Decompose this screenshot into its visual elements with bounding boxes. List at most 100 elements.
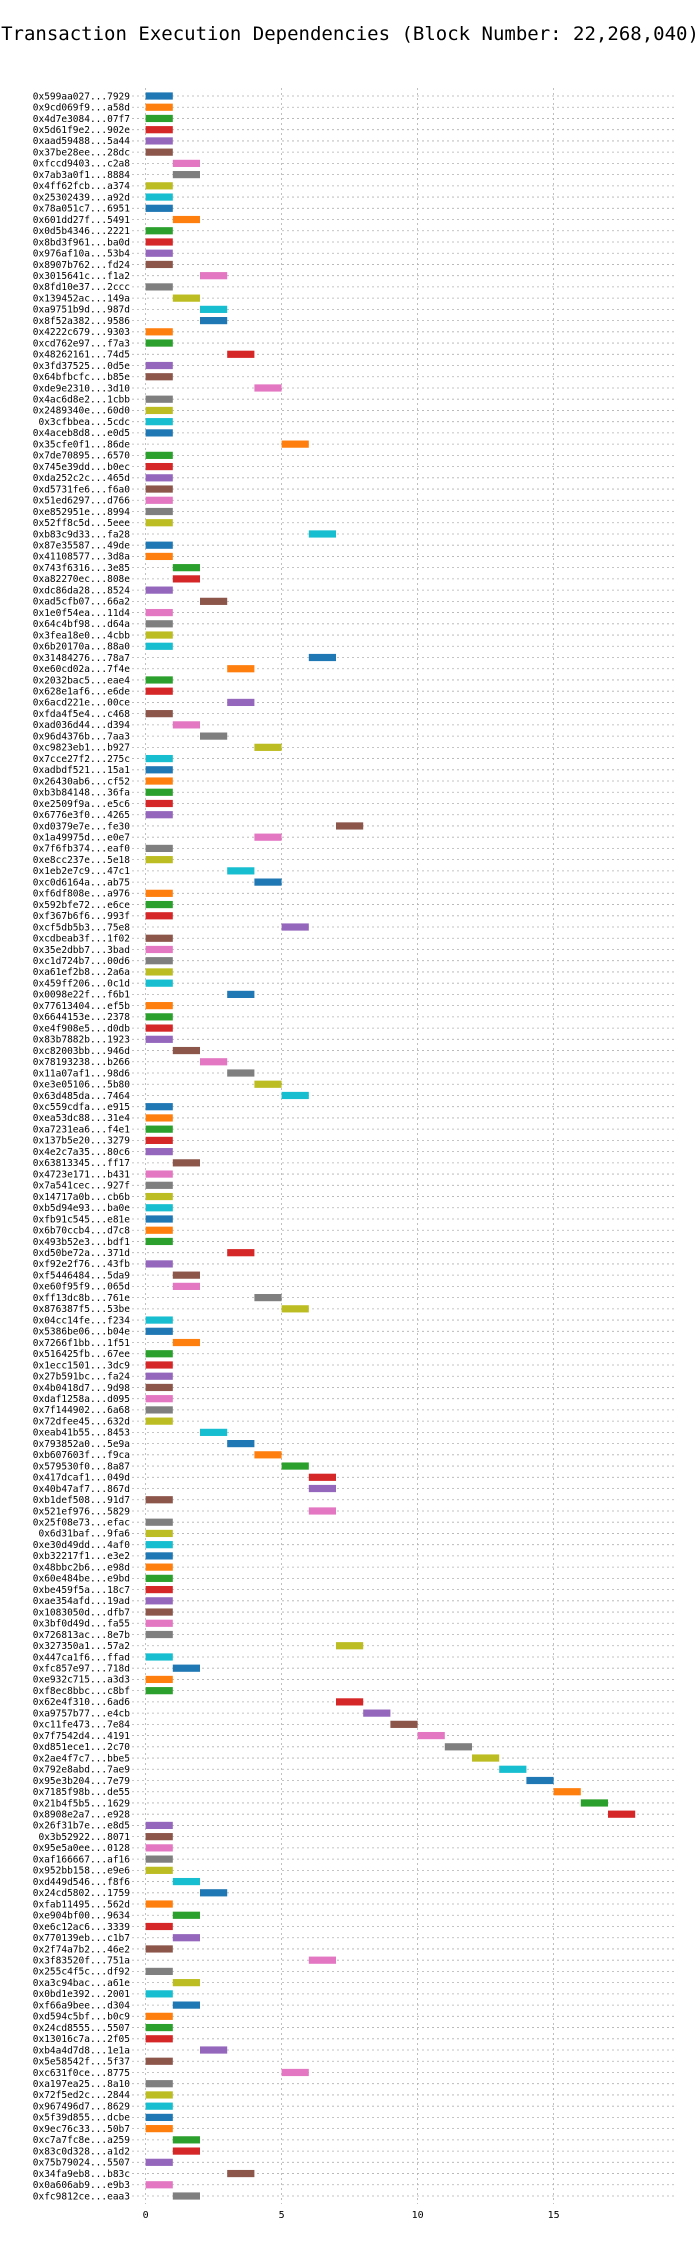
tx-label: 0xb5d94e93...ba0e [33, 1203, 131, 1214]
tx-label: 0x4aceb8d8...e0d5 [33, 428, 130, 439]
tx-bar [145, 1608, 173, 1616]
tx-bar [145, 1103, 173, 1111]
tx-label: 0x41108577...3d8a [33, 552, 130, 563]
tx-bar [145, 429, 173, 437]
tx-label: 0x3fd37525...0d5e [33, 361, 131, 372]
tx-label: 0x417dcaf1...049d [33, 1473, 130, 1484]
tx-label: 0xe60f95f9...065d [33, 1282, 130, 1293]
tx-label: 0x13016c7a...2f05 [33, 2034, 130, 2045]
tx-label: 0x35e2dbb7...3bad [33, 945, 130, 956]
tx-label: 0x967496d7...8629 [33, 2101, 131, 2112]
tx-label: 0x51ed6297...d766 [33, 496, 131, 507]
tx-label: 0x21b4f5b5...1629 [33, 1798, 131, 1809]
tx-label: 0x7f144902...6a68 [33, 1405, 131, 1416]
tx-label: 0x743f6316...3e85 [33, 563, 130, 574]
tx-label: 0x255c4f5c...df92 [33, 1967, 130, 1978]
tx-label: 0x63d485da...7464 [33, 1091, 131, 1102]
tx-label: 0x63813345...ff17 [33, 1158, 130, 1169]
tx-label: 0xfccd9403...c2a8 [33, 159, 131, 170]
tx-label: 0x7de70895...6570 [33, 451, 131, 462]
tx-bar [145, 1619, 173, 1627]
tx-label: 0xf6df808e...a976 [33, 889, 131, 900]
tx-label: 0x3cfbbea...5cdc [38, 417, 130, 428]
tx-bar [145, 777, 173, 785]
tx-label: 0xad036d44...d394 [33, 720, 131, 731]
tx-bar [145, 1563, 173, 1571]
tx-bar [145, 2057, 173, 2065]
tx-bar [145, 204, 173, 212]
tx-label: 0x7f6fb374...eaf0 [33, 844, 131, 855]
tx-label: 0x8bd3f961...ba0d [33, 237, 130, 248]
tx-label: 0xf5446484...5da9 [33, 1270, 131, 1281]
tx-bar [145, 912, 173, 920]
tx-bar [444, 1743, 472, 1751]
tx-label: 0x521ef976...5829 [33, 1506, 131, 1517]
tx-bar [254, 1294, 282, 1302]
tx-bar [145, 1181, 173, 1189]
tx-label: 0x792e8abd...7ae9 [33, 1765, 131, 1776]
tx-label: 0xd50be72a...371d [33, 1248, 130, 1259]
tx-bar [145, 945, 173, 954]
tx-bar [281, 923, 309, 931]
tx-label: 0x4d7e3084...07f7 [33, 114, 130, 125]
tx-bar [145, 1192, 173, 1201]
tx-bar [145, 260, 173, 269]
tx-label: 0xa7231ea6...f4e1 [33, 1124, 131, 1135]
tx-label: 0x8908e2a7...e928 [33, 1809, 131, 1820]
tx-bar [227, 990, 255, 998]
tx-label: 0xadbdf521...15a1 [33, 765, 131, 776]
tx-label: 0x5e58542f...5f37 [33, 2057, 130, 2068]
tx-label: 0x62e4f310...6ad6 [33, 1697, 131, 1708]
tx-bar [145, 1844, 173, 1852]
y-axis-labels: 0x599aa027...79290x9cd069f9...a58d0x4d7e… [33, 91, 131, 2202]
tx-label: 0xb32217f1...e3e2 [33, 1551, 130, 1562]
tx-bar [200, 272, 228, 280]
grid-lines [132, 88, 676, 2205]
tx-label: 0x592bfe72...e6ce [33, 900, 131, 911]
tx-bar [145, 788, 173, 796]
tx-label: 0x8907b762...fd24 [33, 260, 131, 271]
tx-label: 0xc9823eb1...b927 [33, 743, 130, 754]
tx-bar [336, 1642, 364, 1650]
tx-label: 0xd851ece1...2c70 [33, 1742, 131, 1753]
tx-label: 0x25f08e73...efac [33, 1518, 130, 1529]
tx-bar [145, 1945, 173, 1953]
tx-bar [172, 2147, 200, 2155]
tx-label: 0x11a07af1...98d6 [33, 1068, 131, 1079]
tx-bar [172, 1911, 200, 1919]
tx-bar [145, 1922, 173, 1931]
bars [145, 92, 636, 2200]
tx-label: 0x37be28ee...28dc [33, 147, 130, 158]
tx-bar [200, 1058, 228, 1066]
tx-label: 0x0098e22f...f6b1 [33, 990, 131, 1001]
tx-bar [145, 1597, 173, 1605]
tx-label: 0x6b70ccb4...d7c8 [33, 1226, 131, 1237]
tx-bar [336, 1698, 364, 1706]
tx-bar [145, 676, 173, 684]
tx-label: 0x6b20170a...88a0 [33, 642, 131, 653]
tx-bar [145, 710, 173, 718]
tx-label: 0x83c0d328...a1d2 [33, 2146, 130, 2157]
tx-label: 0xaf166667...af16 [33, 1854, 131, 1865]
tx-label: 0xe30d49dd...4af0 [33, 1540, 131, 1551]
tx-label: 0x447ca1f6...ffad [33, 1652, 130, 1663]
tx-label: 0x876387f5...53be [33, 1304, 131, 1315]
tx-label: 0xf92e2f76...43fb [33, 1259, 131, 1270]
tx-bar [145, 900, 173, 909]
tx-label: 0x6776e3f0...4265 [33, 810, 130, 821]
tx-label: 0x327350a1...57a2 [33, 1641, 130, 1652]
tx-label: 0x4222c679...9303 [33, 327, 130, 338]
tx-label: 0xdaf1258a...d095 [33, 1394, 130, 1405]
tx-label: 0xf367b6f6...993f [33, 911, 130, 922]
tx-bar [172, 1271, 200, 1279]
tx-label: 0xb607603f...f9ca [33, 1450, 130, 1461]
tx-bar [145, 1125, 173, 1133]
tx-bar [145, 1529, 173, 1538]
tx-bar [145, 552, 173, 561]
tx-label: 0xda252c2c...465d [33, 473, 130, 484]
tx-label: 0xd5731fe6...f6a0 [33, 484, 131, 495]
tx-label: 0xff13dc8b...761e [33, 1293, 131, 1304]
tx-label: 0x72dfee45...632d [33, 1416, 130, 1427]
tx-label: 0xea53dc88...31e4 [33, 1113, 131, 1124]
tx-label: 0x95e5a0ee...0128 [33, 1843, 131, 1854]
